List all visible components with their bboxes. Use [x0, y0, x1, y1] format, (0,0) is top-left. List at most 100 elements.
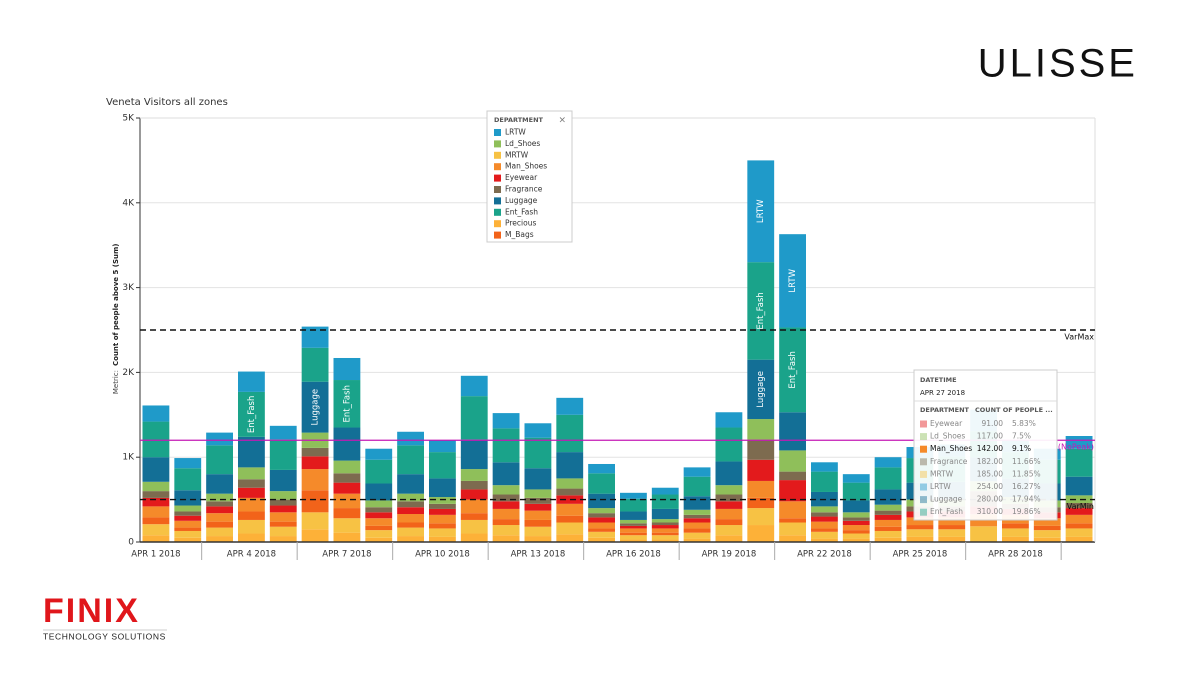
- bar-segment: [460, 469, 488, 481]
- bar-segment: [938, 536, 966, 542]
- bar-segment: [238, 391, 265, 437]
- bar-segment: [906, 517, 934, 526]
- legend-label: M_Bags: [505, 230, 534, 239]
- bar-segment: [365, 512, 393, 519]
- bar-segment: [1065, 476, 1093, 496]
- tooltip-swatch: [920, 483, 927, 491]
- bar-segment: [206, 445, 233, 475]
- bar-segment: [524, 519, 552, 527]
- bar-segment: [460, 489, 488, 500]
- bar-segment: [651, 522, 679, 526]
- y-label: Count of people above 5 (Sum): [112, 244, 120, 366]
- tooltip-box: [913, 369, 1058, 521]
- legend-label: Ld_Shoes: [505, 139, 540, 148]
- bar-segment: [620, 498, 647, 512]
- bar-segment: [588, 528, 615, 532]
- bar-segment: [747, 160, 775, 263]
- bar-segment: [269, 526, 297, 537]
- bar-segment: [779, 234, 806, 328]
- bar-segment: [651, 508, 679, 520]
- bar-segment: [238, 436, 265, 468]
- legend-swatch: [494, 231, 501, 239]
- bar-segment: [1033, 525, 1061, 531]
- bar-segment: [429, 440, 456, 453]
- bar-segment: [874, 526, 902, 531]
- tooltip-share: 16.27%: [1012, 482, 1041, 491]
- bar-segment: [524, 489, 552, 498]
- bar-segment: [620, 532, 647, 536]
- bar-segment: [365, 525, 393, 531]
- bar-segment: [1065, 508, 1093, 515]
- bar-segment: [365, 500, 393, 508]
- bar-segment: [715, 412, 743, 428]
- bar-segment: [683, 496, 711, 510]
- bar-segment: [206, 527, 233, 537]
- bar-segment: [588, 517, 615, 523]
- bar-segment: [906, 525, 934, 530]
- bar-segment: [269, 439, 297, 470]
- tooltip-share: 5.83%: [1012, 419, 1036, 428]
- bar-segment: [683, 522, 711, 529]
- bar-segment: [620, 528, 647, 533]
- legend-swatch: [494, 129, 501, 136]
- bar-segment: [683, 518, 711, 523]
- bar-segment: [1033, 537, 1061, 542]
- tooltip-value: 117.00: [977, 432, 1003, 441]
- tooltip-name: Man_Shoes: [930, 444, 972, 453]
- x-tick-label: APR 13 2018: [511, 550, 566, 560]
- bar-segment: [556, 478, 584, 489]
- bar-segment: [460, 396, 488, 440]
- bar-segment: [301, 347, 329, 382]
- x-tick-label: APR 19 2018: [702, 550, 757, 560]
- bar-segment: [747, 419, 775, 441]
- tooltip-share: 19.86%: [1012, 507, 1041, 516]
- y-axis-label: Metric: Count of people above 5 (Sum): [112, 244, 120, 395]
- bar-segment: [333, 518, 361, 533]
- bar-segment: [1002, 528, 1029, 537]
- tooltip-name: MRTW: [930, 469, 954, 478]
- bar-segment: [397, 507, 424, 515]
- bar-segment: [811, 521, 838, 529]
- bar-segment: [429, 536, 456, 542]
- bar-segment: [1065, 528, 1093, 537]
- legend-label: Fragrance: [505, 185, 543, 194]
- bar-segment: [142, 535, 170, 542]
- tooltip-value: 142.00: [977, 444, 1003, 453]
- bar-segment: [333, 380, 361, 428]
- bar-segment: [683, 528, 711, 533]
- bar-segment: [588, 493, 615, 509]
- bar-segment: [492, 519, 520, 526]
- bar-segment: [779, 480, 806, 502]
- tooltip-value: 254.00: [977, 482, 1003, 491]
- x-tick-label: APR 22 2018: [797, 550, 852, 560]
- bar-segment: [429, 523, 456, 529]
- bar-segment: [588, 513, 615, 518]
- bar-segment: [206, 536, 233, 542]
- bar-segment: [715, 519, 743, 526]
- bar-segment: [524, 468, 552, 490]
- bar-segment: [588, 522, 615, 529]
- bar-segment: [301, 381, 329, 433]
- legend-box: [486, 110, 573, 243]
- bar-segment: [651, 532, 679, 536]
- bar-segment: [683, 514, 711, 519]
- tooltip-column: DEPARTMENT: [920, 406, 970, 414]
- bar-segment: [683, 476, 711, 497]
- bar-segment: [301, 447, 329, 457]
- segment-label: Ent_Fash: [788, 351, 798, 388]
- bar-segment: [651, 494, 679, 509]
- bar-segment: [906, 529, 934, 537]
- bar-segment: [1065, 436, 1093, 449]
- bar-segment: [142, 497, 170, 507]
- bar-segment: [715, 525, 743, 536]
- bar-segment: [715, 535, 743, 542]
- legend-close-btn[interactable]: ×: [558, 116, 566, 126]
- bar-segment: [301, 326, 329, 348]
- tooltip-column: COUNT OF PEOPLE ...: [975, 406, 1053, 414]
- tooltip-swatch: [920, 508, 927, 516]
- bar-segment: [556, 515, 584, 523]
- tooltip-share: 17.94%: [1012, 495, 1041, 504]
- bar-segment: [174, 527, 202, 531]
- brand: ULISSE: [978, 42, 1138, 86]
